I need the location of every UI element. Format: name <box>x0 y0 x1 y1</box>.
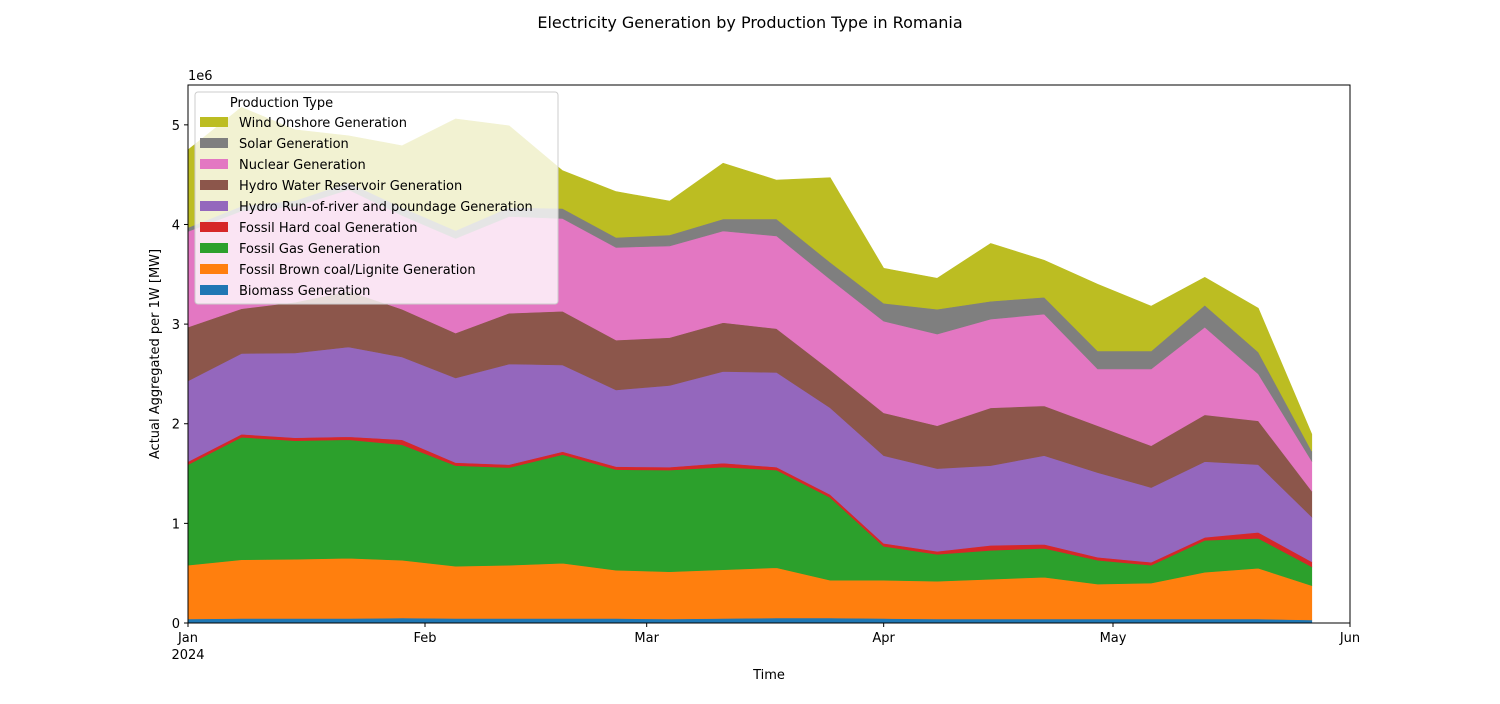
x-tick-sublabel: 2024 <box>171 648 204 663</box>
x-axis-label: Time <box>752 668 785 683</box>
legend-swatch <box>200 138 228 148</box>
legend-label: Solar Generation <box>239 137 349 152</box>
y-tick-label: 5 <box>172 119 180 134</box>
legend-swatch <box>200 201 228 211</box>
y-axis-label: Actual Aggregated per 1W [MW] <box>148 249 163 459</box>
legend-label: Hydro Run-of-river and poundage Generati… <box>239 200 533 215</box>
legend-label: Hydro Water Reservoir Generation <box>239 179 462 194</box>
x-tick-label: Jan <box>177 631 198 646</box>
legend-label: Wind Onshore Generation <box>239 116 407 131</box>
legend-label: Fossil Gas Generation <box>239 242 380 257</box>
legend-swatch <box>200 159 228 169</box>
x-tick-label: Apr <box>872 631 895 646</box>
y-tick-label: 3 <box>172 318 180 333</box>
x-tick-label: Jun <box>1339 631 1360 646</box>
x-tick-label: Mar <box>634 631 659 646</box>
y-offset-label: 1e6 <box>188 69 213 84</box>
legend-swatch <box>200 264 228 274</box>
legend-swatch <box>200 180 228 190</box>
y-tick-label: 4 <box>172 218 180 233</box>
y-tick-label: 1 <box>172 517 180 532</box>
legend-label: Biomass Generation <box>239 284 370 299</box>
x-tick-label: Feb <box>413 631 436 646</box>
legend-swatch <box>200 222 228 232</box>
y-tick-label: 2 <box>172 418 180 433</box>
axes-frame <box>187 84 1351 624</box>
legend-swatch <box>200 285 228 295</box>
chart-title: Electricity Generation by Production Typ… <box>537 13 962 32</box>
legend-swatch <box>200 243 228 253</box>
legend-title: Production Type <box>230 96 333 111</box>
legend-swatch <box>200 117 228 127</box>
legend: Production Type Wind Onshore Generation So… <box>194 91 559 305</box>
y-tick-label: 0 <box>172 617 180 632</box>
legend-label: Nuclear Generation <box>239 158 366 173</box>
x-tick-label: May <box>1100 631 1127 646</box>
legend-label: Fossil Brown coal/Lignite Generation <box>239 263 476 278</box>
legend-label: Fossil Hard coal Generation <box>239 221 417 236</box>
legend-box <box>194 91 559 305</box>
axes: 0 1 2 3 4 5 Jan 2024 Feb Mar Apr May Jun <box>171 84 1360 663</box>
